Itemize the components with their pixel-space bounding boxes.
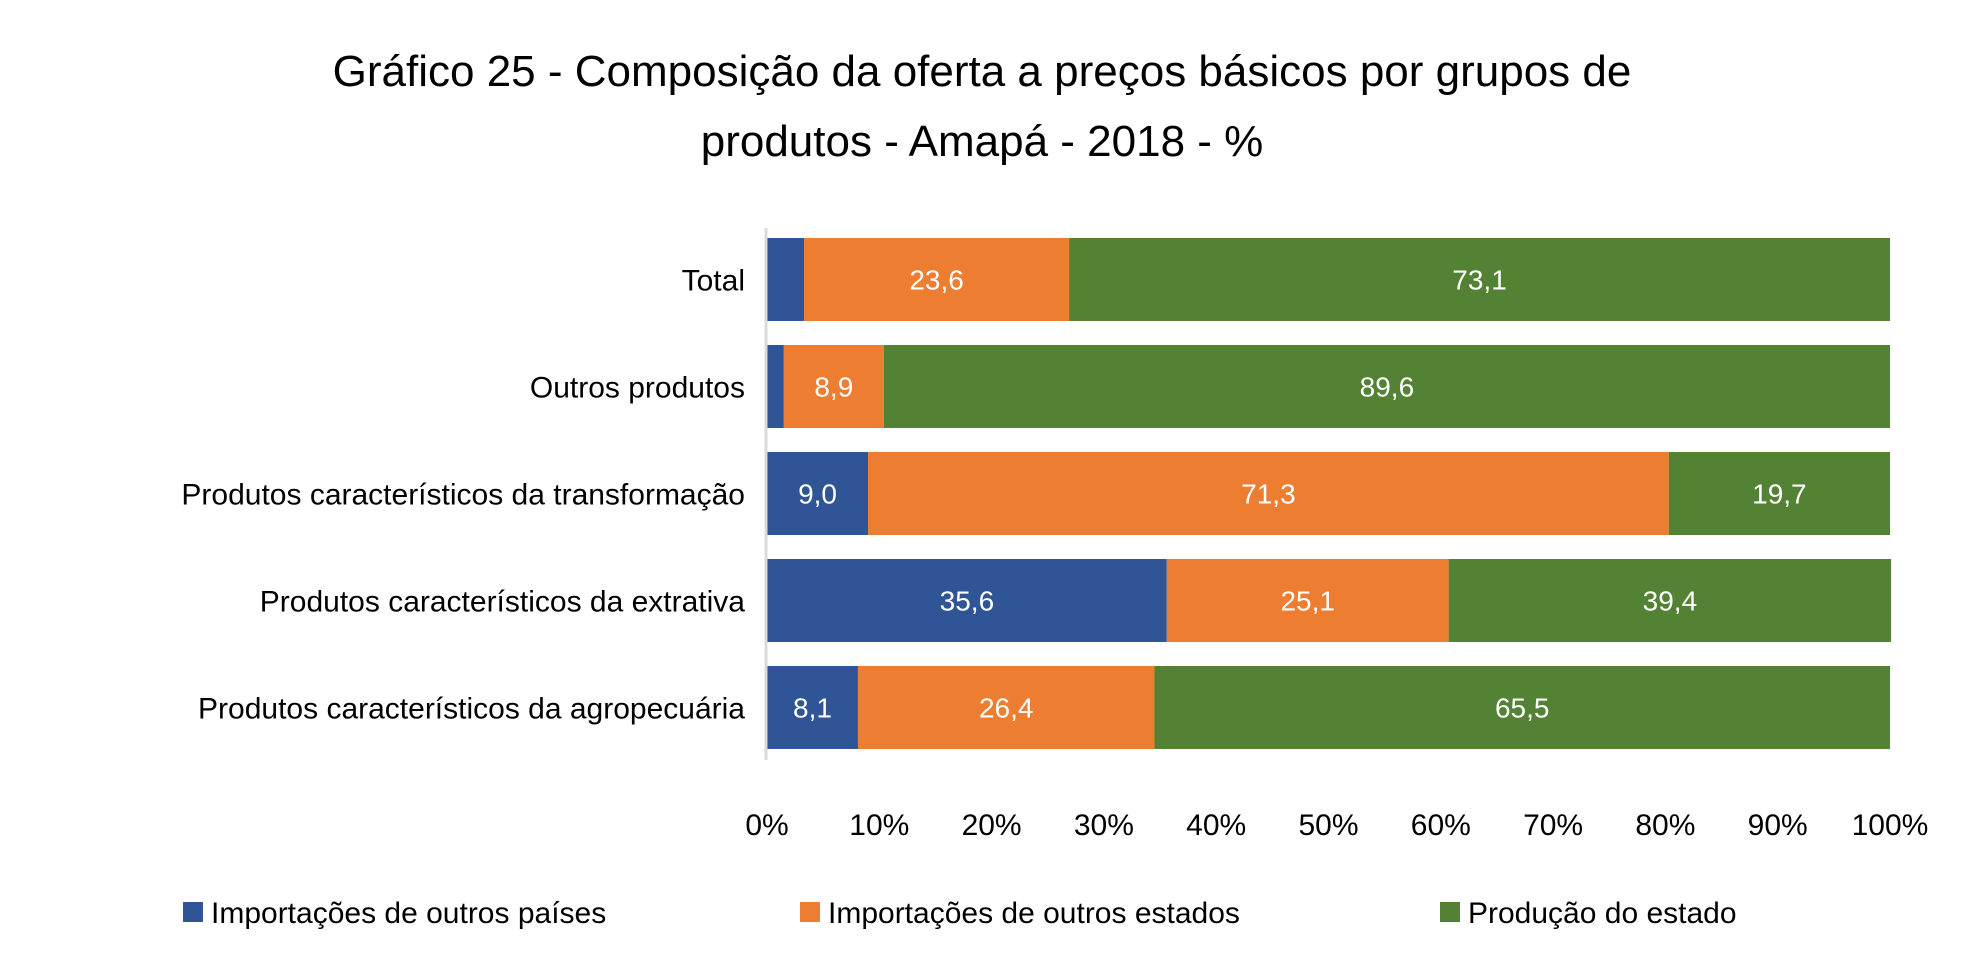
legend-swatch bbox=[183, 902, 203, 922]
category-label: Total bbox=[682, 265, 745, 298]
category-label: Produtos característicos da transformaçã… bbox=[181, 479, 745, 512]
data-label: 19,7 bbox=[1752, 479, 1807, 510]
data-label: 25,1 bbox=[1280, 586, 1335, 617]
bar-segment bbox=[857, 666, 1155, 749]
x-tick-label: 50% bbox=[1298, 809, 1358, 842]
bar-segment bbox=[767, 666, 858, 749]
data-label: 35,6 bbox=[940, 586, 995, 617]
x-tick-label: 90% bbox=[1748, 809, 1808, 842]
bar-segment bbox=[767, 345, 784, 428]
bar-segment bbox=[1154, 666, 1890, 749]
legend-swatch bbox=[1440, 902, 1460, 922]
bar-segment bbox=[868, 452, 1669, 535]
category-label: Outros produtos bbox=[530, 372, 745, 405]
data-label: 8,9 bbox=[814, 372, 853, 403]
x-tick-label: 20% bbox=[962, 809, 1022, 842]
x-tick-label: 10% bbox=[849, 809, 909, 842]
chart-title: Gráfico 25 - Composição da oferta a preç… bbox=[333, 47, 1632, 96]
legend-label: Importações de outros países bbox=[211, 897, 606, 930]
legend-label: Importações de outros estados bbox=[828, 897, 1240, 930]
data-label: 26,4 bbox=[979, 693, 1034, 724]
x-tick-label: 60% bbox=[1411, 809, 1471, 842]
x-tick-label: 100% bbox=[1852, 809, 1929, 842]
bar-segment bbox=[883, 345, 1890, 428]
data-label: 73,1 bbox=[1452, 265, 1507, 296]
x-tick-label: 0% bbox=[745, 809, 788, 842]
category-label: Produtos característicos da extrativa bbox=[260, 586, 746, 619]
x-tick-label: 40% bbox=[1186, 809, 1246, 842]
data-label: 71,3 bbox=[1241, 479, 1296, 510]
chart-title: produtos - Amapá - 2018 - % bbox=[701, 117, 1264, 166]
data-label: 23,6 bbox=[909, 265, 964, 296]
legend-label: Produção do estado bbox=[1468, 897, 1737, 930]
category-label: Produtos característicos da agropecuária bbox=[198, 693, 745, 726]
legend-swatch bbox=[800, 902, 820, 922]
bar-segment bbox=[804, 238, 1070, 321]
bar-segment bbox=[1668, 452, 1890, 535]
bar-segment bbox=[767, 559, 1167, 642]
bar-segment bbox=[767, 452, 869, 535]
x-tick-label: 70% bbox=[1523, 809, 1583, 842]
data-label: 89,6 bbox=[1360, 372, 1415, 403]
bar-segment bbox=[1166, 559, 1449, 642]
bar-segment bbox=[767, 238, 805, 321]
bar-segment bbox=[1069, 238, 1890, 321]
data-label: 8,1 bbox=[793, 693, 832, 724]
bar-segment bbox=[783, 345, 884, 428]
data-label: 9,0 bbox=[798, 479, 837, 510]
data-label: 65,5 bbox=[1495, 693, 1550, 724]
data-label: 39,4 bbox=[1643, 586, 1698, 617]
x-tick-label: 30% bbox=[1074, 809, 1134, 842]
x-tick-label: 80% bbox=[1635, 809, 1695, 842]
bar-segment bbox=[1448, 559, 1892, 642]
